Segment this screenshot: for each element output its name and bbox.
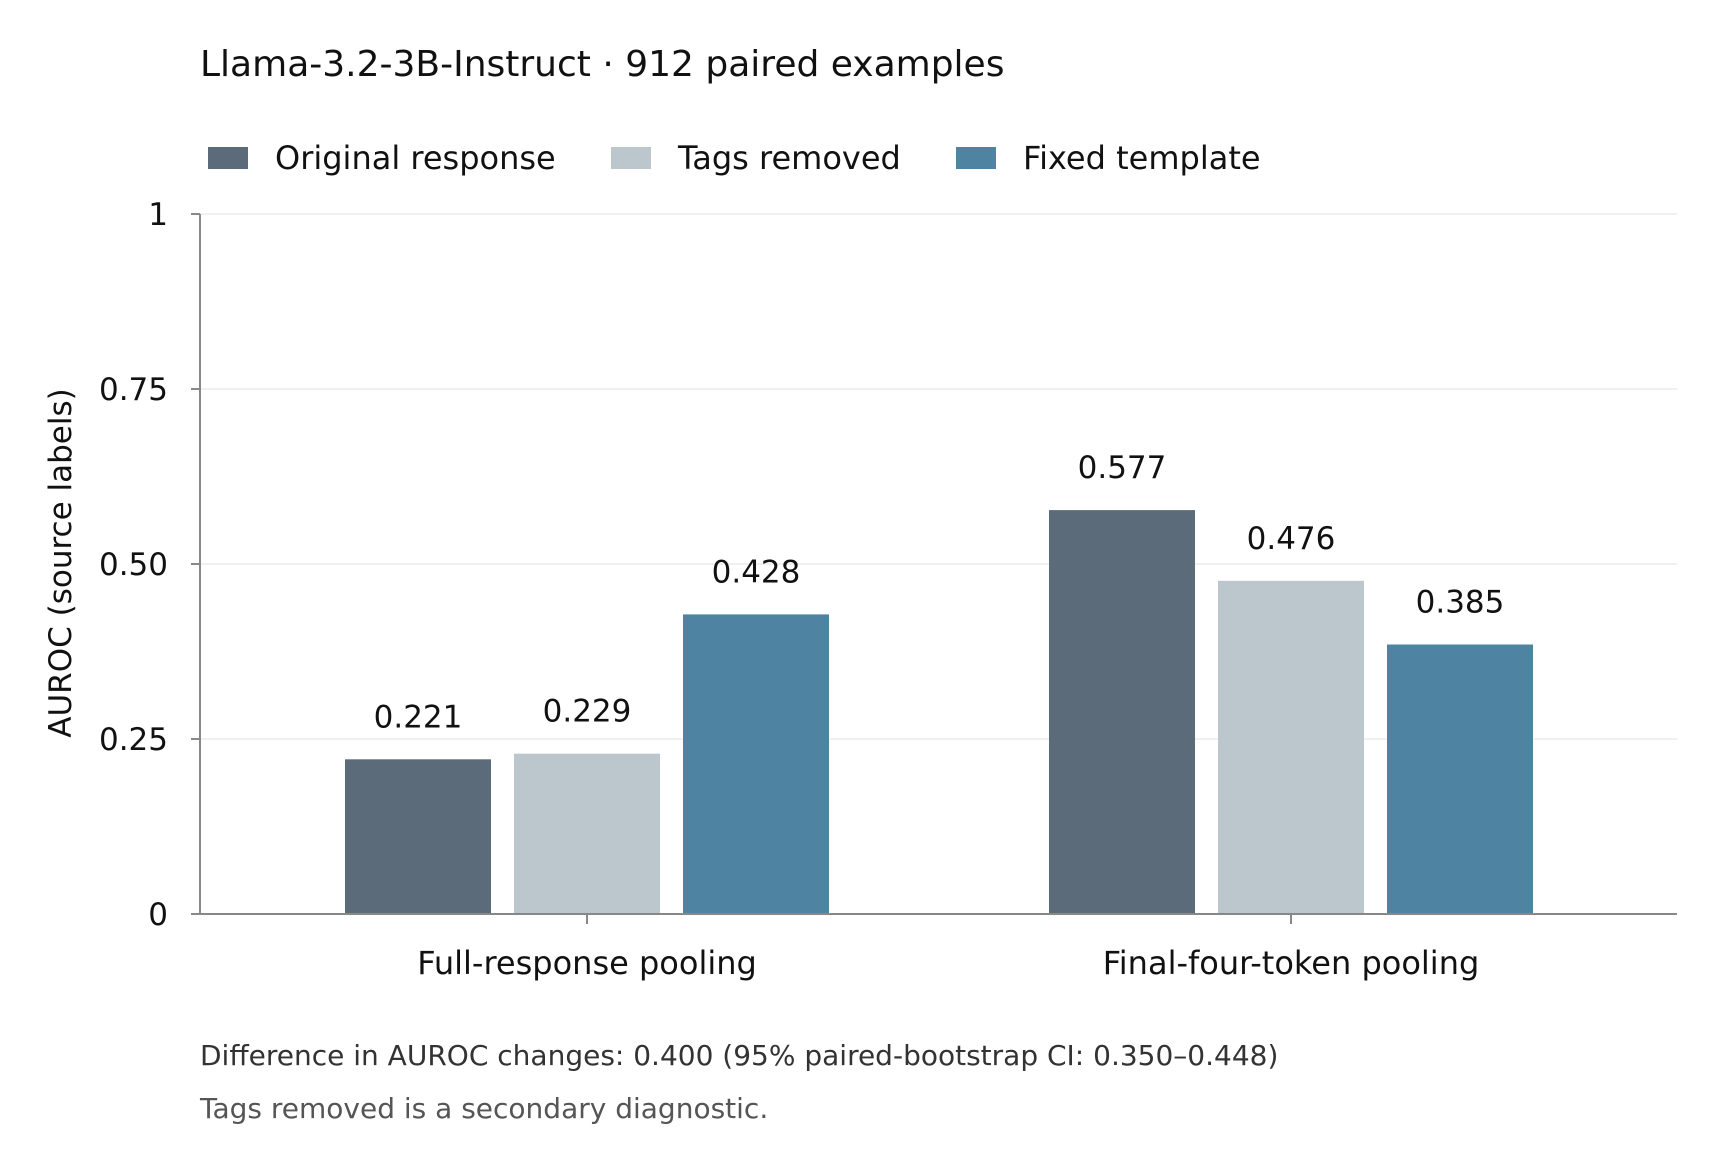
bar-1-1 bbox=[1218, 580, 1364, 914]
diagnostic-note: Tags removed is a secondary diagnostic. bbox=[199, 1092, 768, 1125]
x-category-label-1: Final-four-token pooling bbox=[1103, 944, 1480, 982]
data-labels: 0.221 0.229 0.428 0.577 0.476 0.385 bbox=[374, 450, 1505, 735]
bar-0-1 bbox=[514, 753, 660, 914]
data-label-0-1: 0.229 bbox=[543, 694, 632, 730]
legend: Original response Tags removed Fixed templ… bbox=[208, 139, 1261, 177]
legend-swatch-1 bbox=[611, 147, 651, 169]
legend-swatch-2 bbox=[956, 147, 996, 169]
legend-swatch-0 bbox=[208, 147, 248, 169]
ci-annotation: Difference in AUROC changes: 0.400 (95% … bbox=[200, 1039, 1278, 1072]
y-tick-label-1: 0.25 bbox=[99, 722, 168, 758]
data-label-1-2: 0.385 bbox=[1416, 585, 1505, 621]
legend-label-2: Fixed template bbox=[1023, 139, 1261, 177]
bar-0-0 bbox=[345, 759, 491, 914]
data-label-0-2: 0.428 bbox=[712, 554, 801, 590]
x-category-label-0: Full-response pooling bbox=[417, 944, 757, 982]
y-tick-label-3: 0.75 bbox=[99, 372, 168, 408]
legend-label-0: Original response bbox=[275, 139, 556, 177]
axes: 0 0.25 0.50 0.75 1 Full-response pooling Final… bbox=[99, 197, 1677, 982]
y-tick-label-2: 0.50 bbox=[99, 547, 168, 583]
bar-1-2 bbox=[1387, 644, 1533, 914]
y-tick-label-4: 1 bbox=[148, 197, 168, 233]
chart-title: Llama-3.2-3B-Instruct · 912 paired examp… bbox=[200, 44, 1004, 85]
data-label-1-0: 0.577 bbox=[1078, 450, 1167, 486]
data-label-0-0: 0.221 bbox=[374, 699, 463, 735]
bar-0-2 bbox=[683, 614, 829, 914]
y-axis-label: AUROC (source labels) bbox=[43, 388, 79, 737]
bars bbox=[345, 510, 1533, 914]
bar-1-0 bbox=[1049, 510, 1195, 914]
data-label-1-1: 0.476 bbox=[1247, 521, 1336, 557]
y-tick-label-0: 0 bbox=[148, 897, 168, 933]
legend-label-1: Tags removed bbox=[677, 139, 901, 177]
